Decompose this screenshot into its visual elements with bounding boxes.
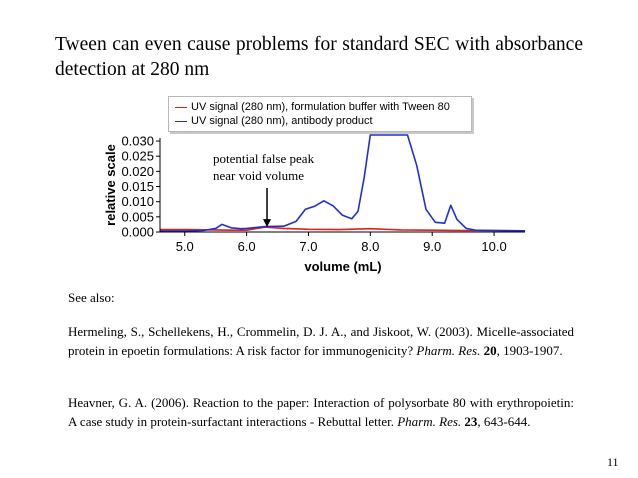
see-also-heading: See also: [68,290,115,305]
reference-1-journal: Pharm. Res. [416,343,481,358]
y-tick-label: 0.020 [121,164,154,179]
x-tick-label: 8.0 [361,239,379,254]
reference-1-text: Hermeling, S., Schellekens, H., Crommeli… [68,324,574,358]
reference-2-pages: , 643-644. [477,414,531,429]
slide-title: Tween can even cause problems for standa… [55,34,583,80]
x-tick-label: 5.0 [176,239,194,254]
legend-item-antibody: UV signal (280 nm), antibody product [175,114,373,128]
x-tick-label: 10.0 [481,239,506,254]
reference-2: Heavner, G. A. (2006). Reaction to the p… [68,393,574,431]
y-tick-label: 0.025 [121,149,154,164]
y-tick-label: 0.000 [121,225,154,240]
annotation-text-line-2: near void volume [213,168,304,183]
legend-swatch-antibody [175,120,187,122]
annotation-text-line-1: potential false peak [213,151,315,166]
reference-1-volume: 20 [483,343,497,358]
y-tick-label: 0.015 [121,179,154,194]
y-tick-label: 0.030 [121,134,154,149]
x-tick-label: 9.0 [423,239,441,254]
series-line-antibody [160,134,525,232]
y-tick-label: 0.010 [121,194,154,209]
series-line-tween [160,226,525,232]
legend-item-tween: UV signal (280 nm), formulation buffer w… [175,100,450,114]
x-tick-label: 6.0 [238,239,256,254]
reference-1-pages: , 1903-1907. [496,343,563,358]
reference-2-volume: 23 [464,414,478,429]
legend-label-tween: UV signal (280 nm), formulation buffer w… [191,101,450,113]
annotation-arrow-head [263,219,272,228]
x-axis-label: volume (mL) [304,259,381,274]
reference-2-journal: Pharm. Res. [397,414,462,429]
x-tick-label: 7.0 [299,239,317,254]
legend-swatch-tween [175,106,187,108]
legend-label-antibody: UV signal (280 nm), antibody product [191,115,373,127]
y-tick-label: 0.005 [121,209,154,224]
reference-1: Hermeling, S., Schellekens, H., Crommeli… [68,322,574,360]
y-axis-label: relative scale [103,144,118,226]
page-number: 11 [607,455,619,469]
chart-legend: UV signal (280 nm), formulation buffer w… [168,96,472,132]
reference-2-text: Heavner, G. A. (2006). Reaction to the p… [68,395,574,429]
